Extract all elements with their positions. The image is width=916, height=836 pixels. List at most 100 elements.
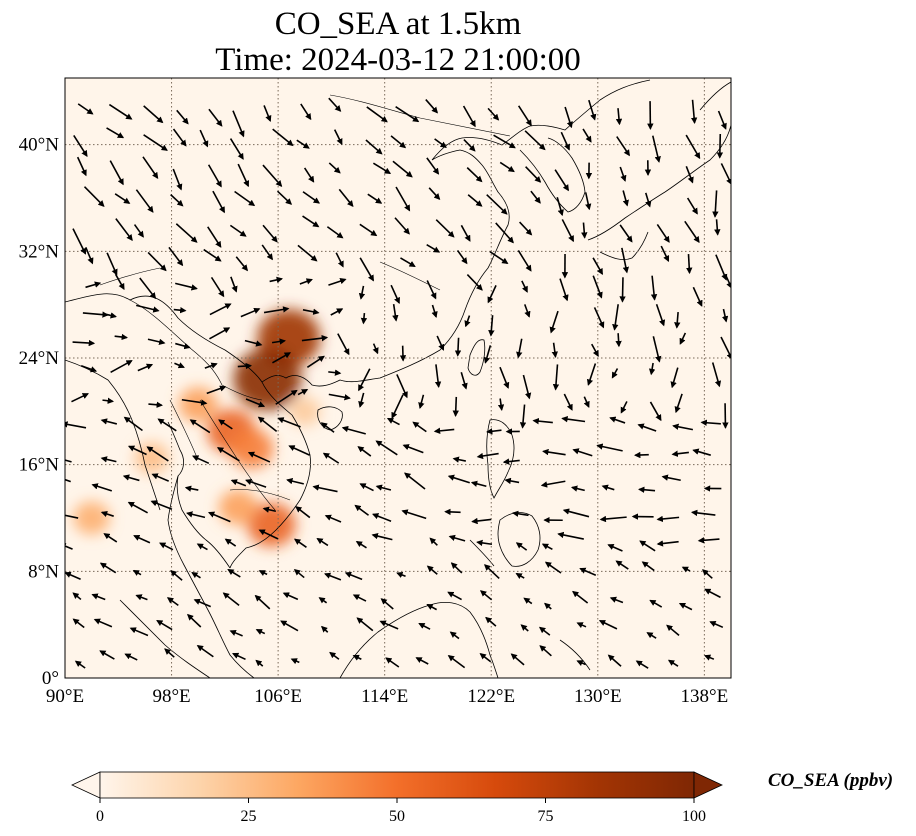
lat-tick-label: 16°N [19,455,60,476]
wind-arrow [598,620,618,630]
wind-arrow [615,333,622,348]
wind-arrow [127,445,147,456]
wind-arrow [229,224,247,237]
wind-arrow [639,540,656,552]
wind-arrow [685,165,694,184]
wind-arrow [335,252,344,268]
wind-arrow [372,513,392,522]
wind-arrow [222,592,240,607]
wind-arrow [328,162,341,174]
wind-arrow [551,342,558,358]
wind-arrow [380,598,394,610]
wind-arrow [262,224,278,243]
wind-arrow [395,186,411,212]
wind-arrow [129,627,149,637]
wind-arrow [303,167,315,183]
wind-arrow [467,194,483,207]
wind-arrow [686,254,693,275]
wind-arrow [609,596,624,604]
lon-tick-label: 122°E [467,686,515,707]
wind-arrow [447,654,466,669]
wind-arrow [412,421,427,433]
wind-arrow [522,374,532,400]
wind-arrow [716,133,724,159]
wind-arrow [615,560,629,570]
wind-arrow [258,570,268,576]
wind-arrow [151,473,169,482]
co-hotspot [233,348,302,411]
wind-arrow [329,651,340,660]
wind-arrow [395,105,420,123]
wind-arrow [122,474,140,482]
wind-arrow [93,618,113,628]
map-title: CO_SEA at 1.5km [274,6,522,42]
wind-arrow [615,108,623,126]
wind-arrow [372,162,392,174]
wind-arrow [649,401,662,422]
wind-arrow [375,440,398,456]
wind-arrow [272,128,294,147]
wind-arrow [293,568,305,579]
wind-arrow [619,224,633,243]
wind-arrow [462,105,476,128]
wind-arrow [724,273,731,289]
wind-arrow [681,566,691,573]
wind-arrow [562,508,590,518]
wind-arrow [661,474,681,482]
wind-arrow [621,247,629,274]
wind-arrow [436,335,445,351]
wind-arrow [258,529,279,540]
wind-arrow [100,510,114,518]
wind-arrow [365,139,383,155]
wind-arrow [207,164,222,188]
wind-arrow [320,625,329,633]
wind-arrow [525,166,542,183]
wind-arrow [288,445,310,456]
wind-arrow [358,392,365,408]
wind-arrow [452,456,467,463]
wind-arrow [82,311,109,318]
wind-arrow [418,622,431,630]
wind-arrow [517,250,532,272]
colorbar: 0 25 50 75 100 [71,771,723,825]
co-hotspot [73,501,110,535]
wind-arrow [532,417,553,425]
wind-arrow [401,509,427,520]
wind-arrow [156,619,173,631]
colorbar-label: CO_SEA (ppbv) [768,770,894,791]
lat-tick-label: 24°N [19,348,60,369]
wind-arrow [100,418,118,425]
wind-arrow [293,538,307,548]
wind-arrow [159,542,174,551]
wind-arrow [426,280,437,300]
wind-arrow [172,168,183,191]
wind-arrow [402,444,424,454]
wind-arrow [91,593,106,601]
wind-arrow [356,617,374,632]
wind-arrow [447,474,470,484]
wind-arrow [686,197,698,215]
wind-arrow [229,629,243,637]
wind-arrow [542,448,566,456]
wind-arrow [186,613,202,628]
wind-arrow [324,572,342,581]
wind-arrow [262,164,283,187]
wind-arrow [583,396,590,408]
wind-arrow [300,103,312,121]
wind-arrow [721,308,729,323]
wind-arrow [486,428,502,435]
wind-arrow [358,368,371,392]
wind-arrow [557,531,584,540]
wind-arrow [561,219,574,243]
wind-arrow [357,446,372,457]
wind-arrow [175,342,191,350]
wind-arrow [697,537,720,544]
wind-arrow [316,537,329,547]
wind-arrow [674,312,681,329]
wind-arrow [394,217,410,235]
wind-arrow [302,308,320,315]
wind-arrow [328,97,342,112]
wind-arrow [435,219,455,238]
wind-arrow [123,416,143,432]
wind-arrow [240,307,261,318]
